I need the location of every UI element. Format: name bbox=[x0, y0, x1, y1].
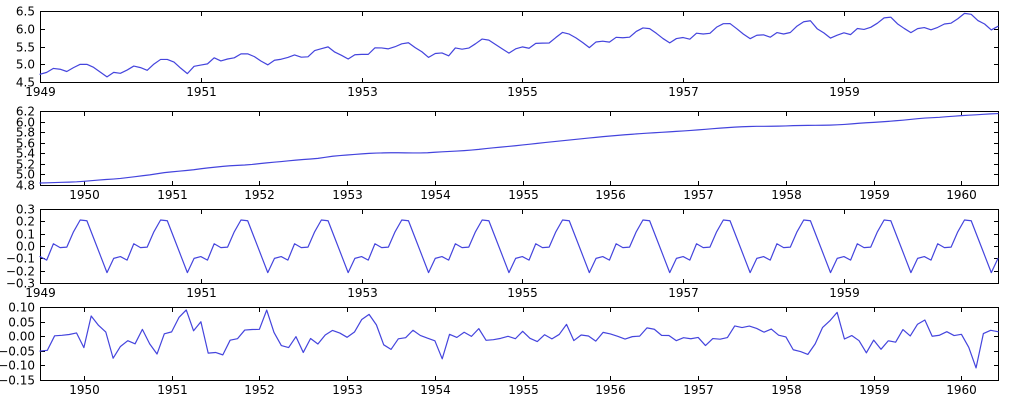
residual-x-tick-label: 1956 bbox=[595, 383, 626, 397]
trend-data-line bbox=[39, 112, 999, 184]
residual-y-tick-label: 0.00 bbox=[8, 330, 35, 344]
seasonal-y-tick-label: −0.3 bbox=[6, 277, 35, 291]
seasonal-x-tick-label: 1953 bbox=[347, 286, 378, 300]
seasonal-y-tick-label: −0.1 bbox=[6, 252, 35, 266]
observed-y-tick-label: 6.5 bbox=[16, 5, 35, 19]
residual-x-tick-label: 1960 bbox=[946, 383, 977, 397]
seasonal-axes-frame bbox=[40, 209, 999, 284]
trend-x-tick-label: 1952 bbox=[244, 188, 275, 202]
observed-y-tick-label: 4.5 bbox=[16, 76, 35, 90]
trend-x-tick-label: 1951 bbox=[157, 188, 188, 202]
residual-x-tick-label: 1955 bbox=[508, 383, 539, 397]
seasonal-x-tick-label: 1957 bbox=[668, 286, 699, 300]
seasonal-y-tick-label: 0.0 bbox=[16, 240, 35, 254]
trend-x-tick-label: 1958 bbox=[771, 188, 802, 202]
observed-y-tick-label: 6.0 bbox=[16, 23, 35, 37]
observed-x-tick-label: 1957 bbox=[668, 85, 699, 99]
residual-axes-frame bbox=[40, 307, 999, 381]
seasonal-y-tick-label: 0.1 bbox=[16, 228, 35, 242]
seasonal-y-tick-label: 0.3 bbox=[16, 203, 35, 217]
residual-x-tick-label: 1951 bbox=[157, 383, 188, 397]
residual-x-tick-label: 1953 bbox=[332, 383, 363, 397]
observed-y-tick-label: 5.5 bbox=[16, 41, 35, 55]
observed-y-tick-label: 5.0 bbox=[16, 58, 35, 72]
trend-x-tick-label: 1955 bbox=[508, 188, 539, 202]
trend-x-tick-label: 1954 bbox=[420, 188, 451, 202]
observed-x-tick-label: 1951 bbox=[186, 85, 217, 99]
trend-x-tick-label: 1956 bbox=[595, 188, 626, 202]
trend-x-tick-label: 1953 bbox=[332, 188, 363, 202]
trend-subplot: 1950 1951 1952 1953 1954 1955 1956 1957 1958 1959… bbox=[16, 105, 999, 202]
residual-y-tick-label: −0.10 bbox=[0, 359, 35, 373]
observed-x-tick-label: 1959 bbox=[829, 85, 860, 99]
trend-x-tick-label: 1960 bbox=[946, 188, 977, 202]
seasonal-subplot: 1949 1951 1953 1955 1957 1959 0.30.20.10.0−0.1… bbox=[6, 203, 999, 300]
residual-y-tick-label: −0.05 bbox=[0, 345, 35, 359]
residual-x-tick-label: 1950 bbox=[69, 383, 100, 397]
observed-subplot: 1949 1951 1953 1955 1957 1959 4.5 5.0 5.5 6.0 6.5 bbox=[16, 5, 999, 99]
trend-axes-frame bbox=[40, 111, 999, 186]
trend-y-tick-label: 6.0 bbox=[16, 116, 35, 130]
trend-x-tick-label: 1959 bbox=[859, 188, 890, 202]
residual-x-tick-label: 1958 bbox=[771, 383, 802, 397]
trend-x-tick-label: 1957 bbox=[683, 188, 714, 202]
trend-y-tick-label: 5.6 bbox=[16, 137, 35, 151]
seasonal-x-tick-label: 1955 bbox=[507, 286, 538, 300]
trend-y-tick-label: 5.8 bbox=[16, 126, 35, 140]
seasonal-y-tick-label: −0.2 bbox=[6, 265, 35, 279]
trend-y-tick-label: 5.2 bbox=[16, 158, 35, 172]
trend-x-tick-label: 1950 bbox=[69, 188, 100, 202]
residual-y-tick-label: 0.05 bbox=[8, 316, 35, 330]
residual-x-tick-label: 1959 bbox=[859, 383, 890, 397]
residual-y-tick-label: −0.15 bbox=[0, 374, 35, 388]
observed-axes-frame bbox=[40, 11, 999, 83]
residual-subplot: 1950 1951 1952 1953 1954 1955 1956 1957 1958 1959… bbox=[0, 301, 999, 397]
seasonal-data-line bbox=[39, 219, 999, 274]
residual-x-tick-label: 1952 bbox=[244, 383, 275, 397]
trend-y-tick-label: 5.4 bbox=[16, 147, 35, 161]
observed-x-tick-label: 1955 bbox=[507, 85, 538, 99]
trend-y-tick-label: 5.0 bbox=[16, 168, 35, 182]
observed-x-tick-label: 1949 bbox=[25, 85, 56, 99]
observed-x-tick-label: 1953 bbox=[347, 85, 378, 99]
observed-data-line bbox=[39, 12, 999, 78]
seasonal-x-tick-label: 1949 bbox=[25, 286, 56, 300]
seasonal-y-tick-label: 0.2 bbox=[16, 215, 35, 229]
trend-y-tick-label: 4.8 bbox=[16, 179, 35, 193]
residual-data-line bbox=[39, 309, 999, 369]
residual-x-tick-label: 1954 bbox=[420, 383, 451, 397]
seasonal-x-tick-label: 1951 bbox=[186, 286, 217, 300]
seasonal-x-tick-label: 1959 bbox=[829, 286, 860, 300]
trend-y-tick-label: 6.2 bbox=[16, 105, 35, 119]
residual-x-tick-label: 1957 bbox=[683, 383, 714, 397]
residual-y-tick-label: 0.10 bbox=[8, 301, 35, 315]
